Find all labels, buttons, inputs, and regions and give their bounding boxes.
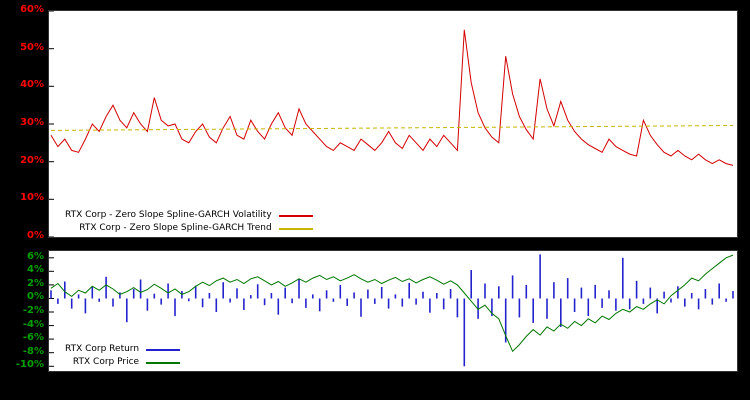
legend-line-swatch bbox=[146, 348, 181, 351]
y-tick-label: 40% bbox=[20, 79, 44, 91]
legend-line-swatch bbox=[146, 361, 181, 364]
legend-label: RTX Corp - Zero Slope Spline-GARCH Volat… bbox=[65, 210, 272, 220]
y-tick-label: 0% bbox=[27, 230, 44, 241]
legend-line-swatch bbox=[278, 214, 313, 217]
y-tick-label: 60% bbox=[20, 4, 44, 15]
y-tick-label: 0% bbox=[27, 291, 44, 303]
y-tick-label: -8% bbox=[22, 345, 44, 357]
y-tick-label: -10% bbox=[15, 359, 44, 371]
legend-line-swatch bbox=[278, 227, 313, 230]
y-tick-label: 30% bbox=[20, 117, 44, 128]
y-tick-label: -4% bbox=[22, 318, 44, 330]
legend-item: RTX Corp - Zero Slope Spline-GARCH Volat… bbox=[65, 209, 313, 222]
volatility-legend: RTX Corp - Zero Slope Spline-GARCH Volat… bbox=[61, 208, 317, 236]
y-tick-label: 20% bbox=[20, 154, 44, 166]
y-tick-label: 10% bbox=[20, 192, 44, 204]
y-tick-label: 50% bbox=[20, 41, 44, 53]
y-tick-label: -6% bbox=[22, 332, 44, 344]
legend-label: RTX Corp Return bbox=[65, 344, 140, 354]
volatility-plot-area bbox=[49, 11, 734, 237]
y-tick-label: 6% bbox=[27, 250, 44, 262]
return-price-panel: RTX Corp Return RTX Corp Price bbox=[48, 250, 738, 372]
return-price-legend: RTX Corp Return RTX Corp Price bbox=[61, 342, 185, 370]
legend-label: RTX Corp - Zero Slope Spline-GARCH Trend bbox=[79, 223, 272, 233]
legend-item: RTX Corp - Zero Slope Spline-GARCH Trend bbox=[65, 222, 313, 235]
return-price-plot-area bbox=[49, 254, 734, 367]
volatility-panel: RTX Corp - Zero Slope Spline-GARCH Volat… bbox=[48, 10, 738, 238]
y-tick-label: 4% bbox=[27, 264, 44, 276]
y-tick-label: 2% bbox=[27, 277, 44, 289]
y-tick-label: -2% bbox=[22, 305, 44, 317]
legend-label: RTX Corp Price bbox=[72, 357, 140, 367]
legend-item: RTX Corp Price bbox=[65, 356, 181, 369]
legend-item: RTX Corp Return bbox=[65, 343, 181, 356]
